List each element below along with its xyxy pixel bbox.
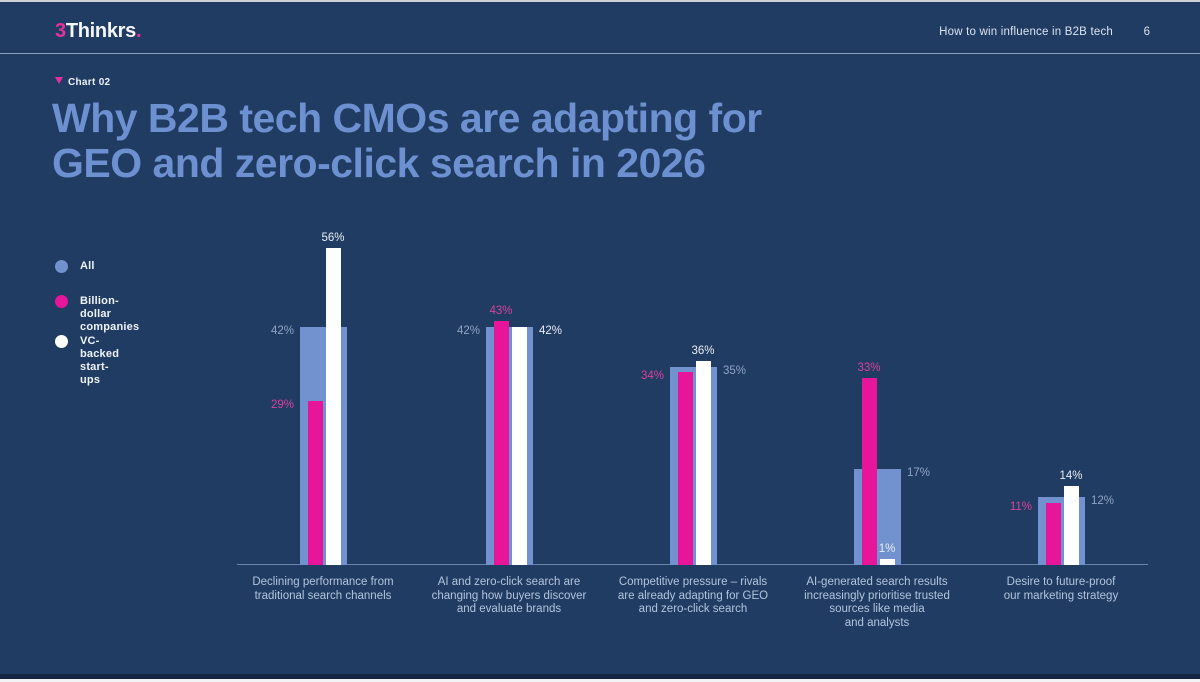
logo-main: Thinkrs (65, 20, 136, 42)
value-label-billion-group1: 29% (270, 399, 294, 411)
value-label-billion-group4: 33% (857, 362, 881, 374)
legend-dot-vc-backed (55, 335, 68, 348)
legend-label-billion-dollar: Billion-dollar companies (80, 295, 140, 333)
header-divider (0, 53, 1200, 54)
value-label-billion-group5: 11% (1009, 501, 1032, 513)
category-label-group3: Competitive pressure – rivals are alread… (617, 576, 769, 615)
chart-kicker-label: Chart 02 (68, 77, 111, 88)
category-label-group2: AI and zero-click search are changing ho… (431, 576, 587, 615)
legend-label-all: All (80, 260, 95, 272)
value-label-vc-group2: 42% (539, 325, 563, 337)
value-label-all-group3: 35% (723, 365, 747, 377)
bar-vc-group4 (880, 559, 895, 565)
bottom-border-line (0, 674, 1200, 679)
legend-item-billion-dollar: Billion-dollar companies (55, 295, 139, 334)
bar-billion-group3 (678, 372, 693, 565)
top-edge-strip (0, 0, 1200, 2)
page-number: 6 (1143, 26, 1150, 38)
slide-title: Why B2B tech CMOs are adapting for GEO a… (52, 95, 762, 186)
bar-vc-group2 (512, 327, 527, 565)
value-label-vc-group3: 36% (691, 345, 715, 357)
bar-all-group4 (854, 469, 901, 565)
document-title: How to win influence in B2B tech (939, 26, 1113, 38)
legend-dot-billion-dollar (55, 295, 68, 308)
logo-prefix: 3 (55, 20, 66, 42)
value-label-billion-group2: 43% (489, 305, 513, 317)
bar-billion-group2 (494, 321, 509, 565)
value-label-billion-group3: 34% (640, 370, 664, 382)
bar-vc-group5 (1064, 486, 1079, 565)
value-label-vc-group1: 56% (321, 232, 345, 244)
chart-kicker: Chart 02 (55, 77, 110, 88)
value-label-vc-group5: 14% (1059, 470, 1083, 482)
value-label-all-group1: 42% (270, 325, 294, 337)
bar-billion-group1 (308, 401, 323, 565)
bar-vc-group1 (326, 248, 341, 565)
logo: 3Thinkrs. (55, 20, 142, 43)
bar-vc-group3 (696, 361, 711, 565)
legend-label-vc-backed: VC-backed start-ups (80, 335, 120, 386)
legend-dot-all (55, 260, 68, 273)
legend-item-vc-backed: VC-backed start-ups (55, 335, 119, 387)
category-label-group4: AI-generated search results increasingly… (804, 576, 950, 629)
legend-item-all: All (55, 260, 95, 273)
bar-billion-group4 (862, 378, 877, 565)
category-label-group1: Declining performance from traditional s… (252, 576, 394, 602)
value-label-vc-group4: 1% (878, 543, 896, 555)
bar-billion-group5 (1046, 503, 1061, 565)
value-label-all-group5: 12% (1091, 495, 1115, 507)
triangle-down-icon (55, 77, 63, 84)
value-label-all-group2: 42% (456, 325, 480, 337)
bottom-edge-strip (0, 679, 1200, 682)
logo-suffix: . (135, 20, 142, 42)
value-label-all-group4: 17% (907, 467, 931, 479)
category-label-group5: Desire to future-proof our marketing str… (1003, 576, 1119, 602)
